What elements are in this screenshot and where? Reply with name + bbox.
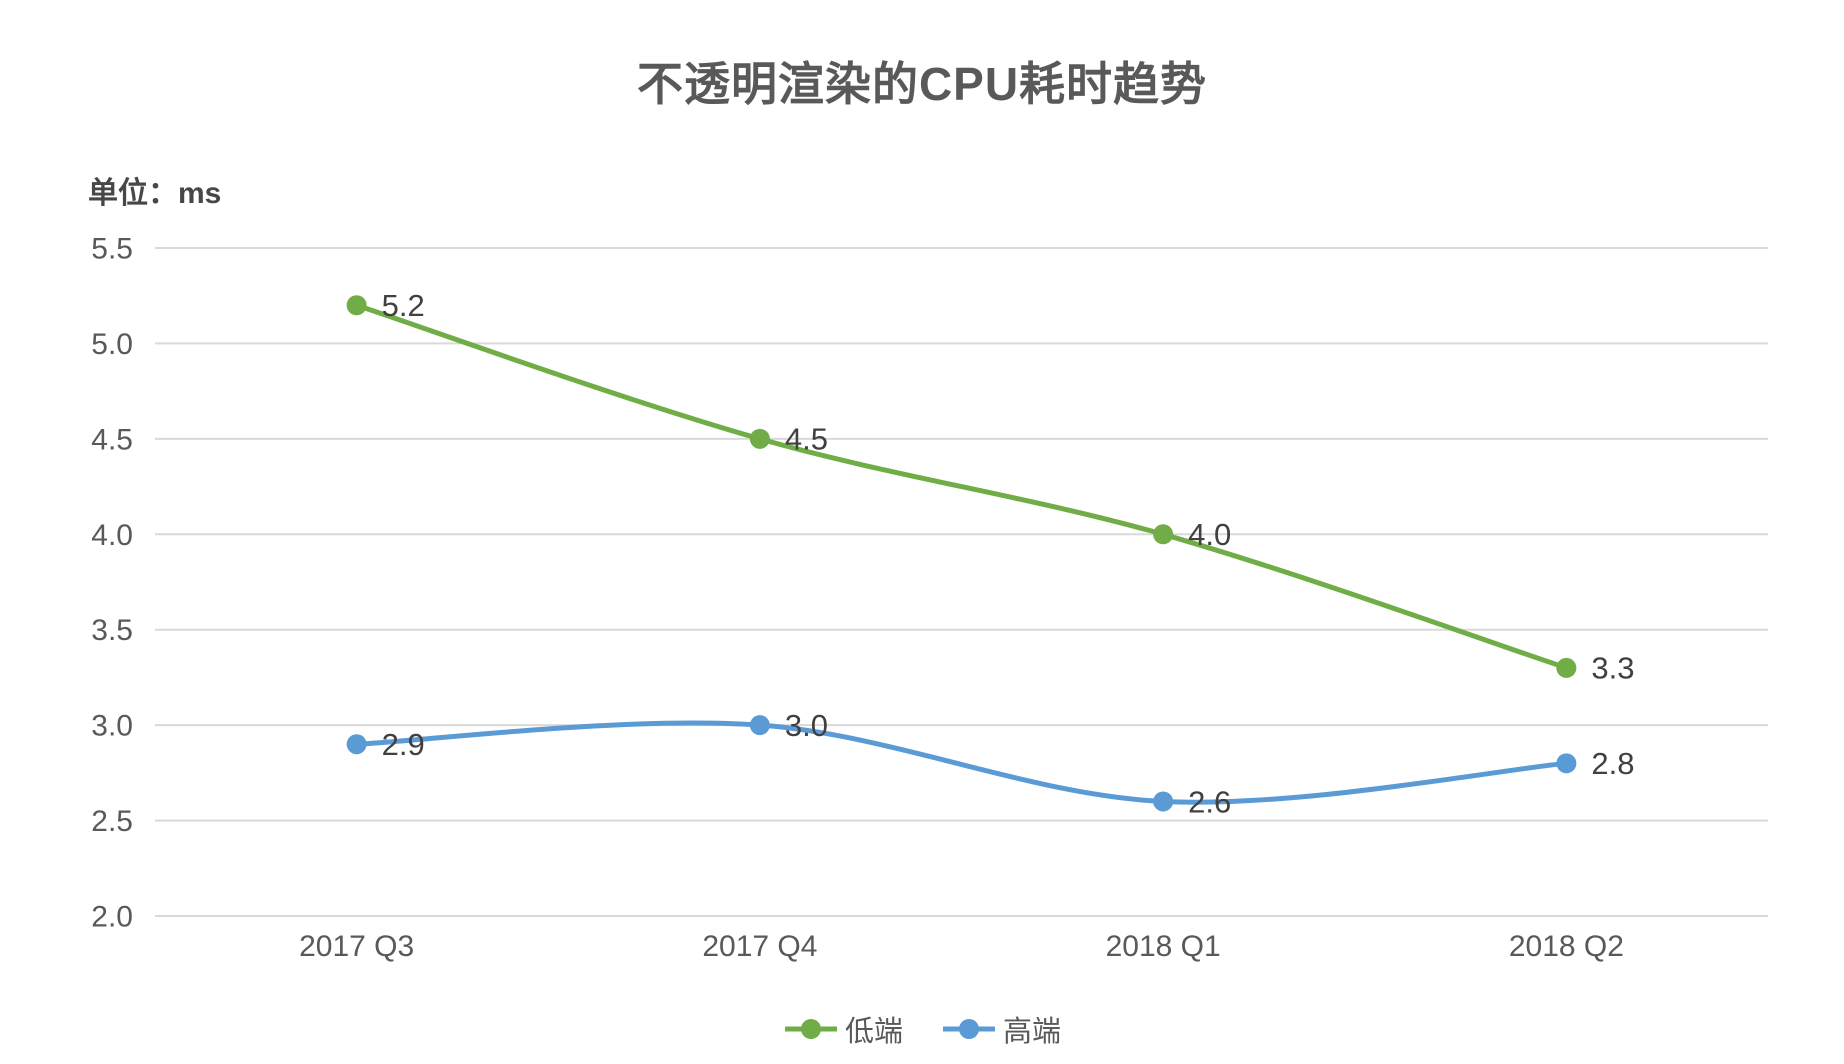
data-point-marker [749, 715, 770, 736]
data-point-label: 2.8 [1591, 746, 1634, 781]
data-point-marker [1153, 524, 1174, 545]
data-point-marker [346, 295, 367, 316]
data-point-marker [749, 428, 770, 449]
data-point-label: 3.3 [1591, 651, 1634, 686]
y-axis-tick-label: 2.0 [91, 901, 133, 934]
series-line-0 [354, 302, 1569, 671]
legend-dot [800, 1019, 821, 1039]
x-axis-tick-label: 2018 Q2 [1509, 930, 1624, 963]
x-axis-tick-label: 2017 Q3 [299, 930, 414, 963]
high-end-series-marker-icon [943, 1019, 995, 1039]
legend: 低端 高端 [0, 1008, 1844, 1050]
data-point-label: 3.0 [785, 708, 828, 743]
y-axis-tick-label: 5.5 [91, 233, 133, 266]
data-point-label: 4.0 [1188, 517, 1231, 552]
y-axis-tick-label: 3.5 [91, 614, 133, 647]
legend-dot [959, 1019, 979, 1039]
legend-label-low-end: 低端 [844, 1016, 903, 1048]
data-point-marker [1153, 791, 1174, 812]
data-point-label: 5.2 [382, 288, 425, 323]
y-axis-unit-label: 单位：ms [88, 177, 222, 210]
chart-title: 不透明渲染的CPU耗时趋势 [636, 58, 1208, 110]
y-axis-tick-label: 3.0 [91, 710, 133, 743]
x-axis-tick-label: 2018 Q1 [1106, 930, 1221, 963]
y-axis-tick-label: 5.0 [91, 328, 133, 361]
y-axis-tick-label: 4.0 [91, 519, 133, 552]
y-axis-tick-labels: 5.5 5.0 4.5 4.0 3.5 3.0 2.5 2.0 [91, 233, 133, 934]
y-axis-tick-label: 4.5 [91, 423, 133, 456]
data-point-marker [346, 734, 367, 755]
legend-item-low-end: 低端 [783, 1008, 903, 1050]
legend-label-high-end: 高端 [1003, 1016, 1062, 1048]
x-axis-tick-labels: 2017 Q3 2017 Q4 2018 Q1 2018 Q2 [299, 930, 1624, 963]
data-point-marker [1556, 753, 1577, 774]
series-lines [354, 302, 1569, 805]
legend-item-high-end: 高端 [941, 1008, 1061, 1050]
data-point-label: 2.9 [382, 727, 425, 762]
data-point-label: 2.6 [1188, 784, 1231, 819]
low-end-series-marker-icon [784, 1019, 837, 1039]
series-line-1 [354, 720, 1569, 805]
data-point-marker [1556, 657, 1577, 678]
series-markers [346, 295, 1577, 812]
data-point-label: 4.5 [785, 422, 828, 457]
data-labels: 5.2 4.5 4.0 3.3 2.9 3.0 2.6 2.8 [382, 288, 1635, 819]
gridlines [155, 247, 1768, 917]
x-axis-tick-label: 2017 Q4 [702, 930, 817, 963]
y-axis-tick-label: 2.5 [91, 805, 133, 838]
